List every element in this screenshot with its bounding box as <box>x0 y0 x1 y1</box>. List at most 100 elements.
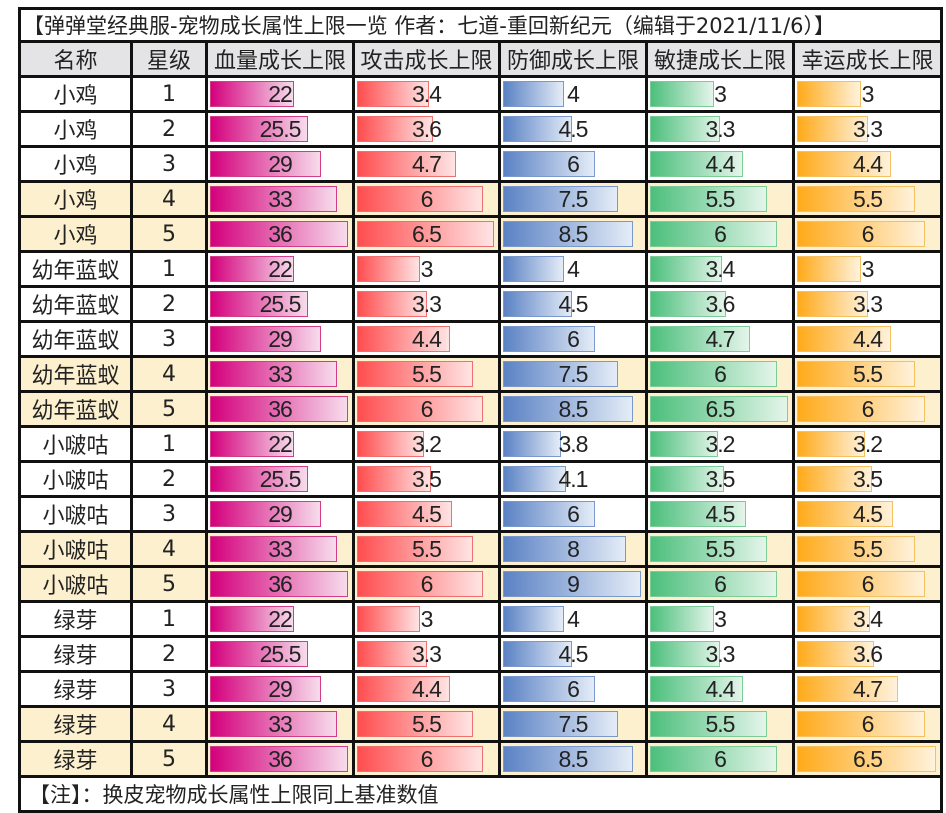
cell-defense: 8 <box>498 530 648 568</box>
data-bar-hp <box>210 466 308 492</box>
cell-hp: 33 <box>205 180 355 218</box>
cell-value: 6 <box>420 395 434 422</box>
data-bar-hp <box>210 641 308 667</box>
cell-luck: 3.3 <box>791 110 944 148</box>
data-bar-luck <box>797 571 926 597</box>
data-bar-defense <box>503 186 618 212</box>
cell-attack: 3.5 <box>352 460 501 498</box>
cell-luck: 6 <box>791 705 944 743</box>
data-bar-hp <box>210 256 295 282</box>
cell-value: 小鸡 <box>53 84 98 109</box>
cell-star: 1 <box>130 75 208 113</box>
cell-hp: 29 <box>205 320 355 358</box>
cell-value: 8.5 <box>558 745 589 772</box>
cell-value: 4.7 <box>705 325 736 352</box>
data-bar-agility <box>650 606 714 632</box>
cell-name: 幼年蓝蚁 <box>18 320 133 358</box>
cell-name: 小啵咕 <box>18 530 133 568</box>
cell-value: 25.5 <box>259 640 302 667</box>
cell-name: 幼年蓝蚁 <box>18 390 133 428</box>
data-bar-defense <box>503 606 565 632</box>
cell-agility: 4.4 <box>645 670 795 708</box>
data-bar-attack <box>357 291 427 317</box>
cell-agility: 5.5 <box>645 180 795 218</box>
cell-agility: 4.5 <box>645 495 795 533</box>
data-bar-attack <box>357 711 473 737</box>
cell-value: 4 <box>162 361 176 387</box>
table-row: 小鸡 3 29 4.7 6 4.4 4.4 <box>18 145 944 183</box>
data-bar-attack <box>357 501 452 527</box>
cell-luck: 5.5 <box>791 355 944 393</box>
cell-value: 4 <box>162 536 176 562</box>
cell-value: 4 <box>162 711 176 737</box>
table-row: 小鸡 2 25.5 3.6 4.5 3.3 3.3 <box>18 110 944 148</box>
table-row: 绿芽 2 25.5 3.3 4.5 3.3 3.6 <box>18 635 944 673</box>
cell-defense: 8.5 <box>498 740 648 778</box>
data-bar-luck <box>797 711 926 737</box>
cell-defense: 6 <box>498 145 648 183</box>
data-bar-hp <box>210 361 337 387</box>
cell-value: 3 <box>162 501 176 527</box>
cell-agility: 6 <box>645 215 795 253</box>
cell-star: 4 <box>130 180 208 218</box>
header-name: 名称 <box>18 40 133 78</box>
cell-value: 6 <box>567 325 580 352</box>
cell-value: 22 <box>268 605 293 632</box>
cell-value: 3.3 <box>853 290 883 317</box>
cell-defense: 4 <box>498 600 648 638</box>
cell-agility: 6.5 <box>645 390 795 428</box>
cell-name: 绿芽 <box>18 600 133 638</box>
cell-value: 6.5 <box>705 395 736 422</box>
cell-luck: 6.5 <box>791 740 944 778</box>
cell-defense: 4.5 <box>498 285 648 323</box>
data-bar-hp <box>210 711 337 737</box>
data-bar-agility <box>650 326 750 352</box>
cell-value: 6 <box>420 745 434 772</box>
table-row: 幼年蓝蚁 1 22 3 4 3.4 3 <box>18 250 944 288</box>
data-bar-defense <box>503 221 634 247</box>
cell-star: 2 <box>130 285 208 323</box>
cell-hp: 36 <box>205 215 355 253</box>
cell-value: 29 <box>268 325 293 352</box>
cell-value: 绿芽 <box>53 644 98 669</box>
data-bar-defense <box>503 291 572 317</box>
cell-value: 3.5 <box>705 465 736 492</box>
pet-growth-table-container: 【弹弹堂经典服-宠物成长属性上限一览 作者：七道-重回新纪元（编辑于2021/1… <box>17 7 944 813</box>
header-luck: 幸运成长上限 <box>791 40 944 78</box>
cell-name: 绿芽 <box>18 740 133 778</box>
cell-luck: 5.5 <box>791 180 944 218</box>
data-bar-hp <box>210 151 322 177</box>
table-row: 幼年蓝蚁 3 29 4.4 6 4.7 4.4 <box>18 320 944 358</box>
cell-value: 3 <box>420 605 434 632</box>
cell-defense: 7.5 <box>498 705 648 743</box>
cell-value: 5.5 <box>412 360 442 387</box>
cell-name: 小鸡 <box>18 110 133 148</box>
cell-agility: 3.3 <box>645 635 795 673</box>
data-bar-attack <box>357 641 427 667</box>
cell-defense: 6 <box>498 320 648 358</box>
cell-hp: 33 <box>205 530 355 568</box>
table-row: 小啵咕 4 33 5.5 8 5.5 5.5 <box>18 530 944 568</box>
cell-value: 小鸡 <box>53 224 98 249</box>
cell-name: 绿芽 <box>18 705 133 743</box>
data-bar-agility <box>650 431 718 457</box>
cell-star: 3 <box>130 320 208 358</box>
cell-defense: 6 <box>498 495 648 533</box>
data-bar-hp <box>210 676 322 702</box>
cell-value: 4.4 <box>705 675 736 702</box>
cell-value: 4.4 <box>412 675 442 702</box>
cell-star: 5 <box>130 740 208 778</box>
data-bar-luck <box>797 501 894 527</box>
data-bar-agility <box>650 396 788 422</box>
cell-agility: 3.6 <box>645 285 795 323</box>
cell-attack: 4.7 <box>352 145 501 183</box>
cell-luck: 4.7 <box>791 670 944 708</box>
table-row: 小鸡 4 33 6 7.5 5.5 5.5 <box>18 180 944 218</box>
cell-agility: 5.5 <box>645 705 795 743</box>
cell-agility: 6 <box>645 565 795 603</box>
data-bar-agility <box>650 291 727 317</box>
cell-luck: 3.6 <box>791 635 944 673</box>
cell-value: 3 <box>162 326 176 352</box>
cell-value: 3.4 <box>705 255 736 282</box>
cell-name: 小鸡 <box>18 145 133 183</box>
